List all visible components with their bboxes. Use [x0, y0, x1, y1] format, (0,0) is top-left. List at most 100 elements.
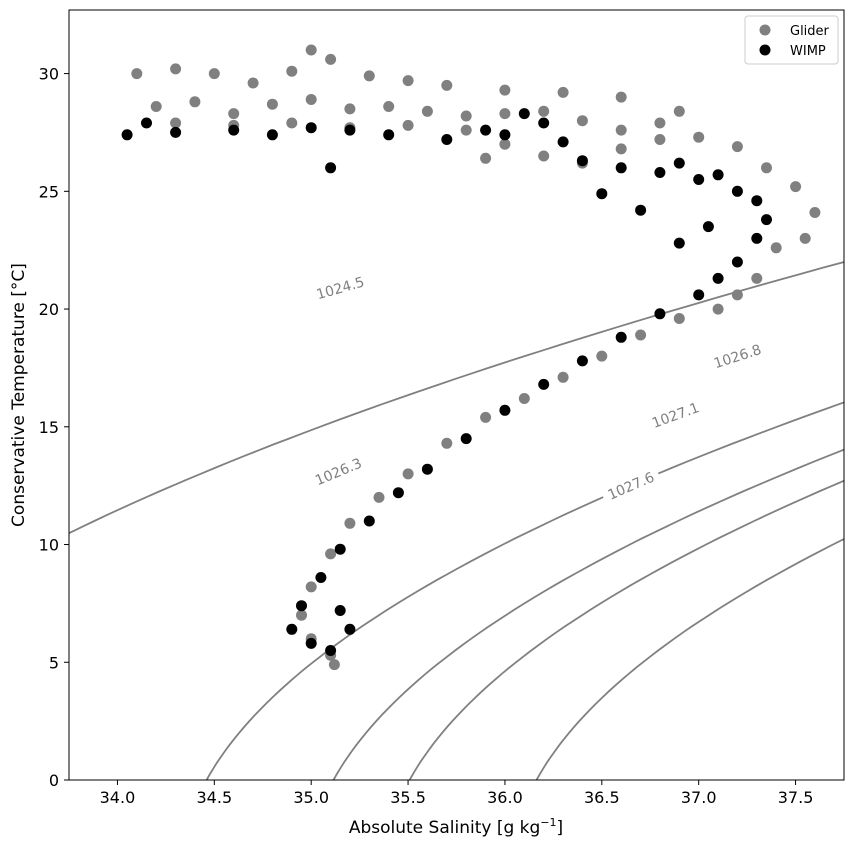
- scatter-point: [296, 609, 307, 621]
- scatter-point: [383, 101, 395, 112]
- scatter-point: [121, 129, 133, 141]
- scatter-point: [141, 117, 152, 129]
- scatter-point: [538, 105, 550, 117]
- y-tick-label: 15: [39, 418, 59, 437]
- scatter-point: [228, 124, 240, 136]
- scatter-point: [693, 131, 705, 143]
- scatter-point: [615, 91, 627, 103]
- scatter-point: [131, 68, 143, 80]
- contour-label-bg: [705, 337, 769, 373]
- scatter-point: [344, 103, 356, 115]
- scatter-point: [480, 124, 492, 136]
- scatter-points: [121, 44, 821, 671]
- scatter-point: [344, 623, 356, 635]
- scatter-point: [392, 487, 404, 499]
- isopycnal-line: [535, 537, 844, 780]
- scatter-point: [615, 162, 627, 174]
- scatter-point: [344, 517, 356, 529]
- scatter-point: [421, 105, 433, 117]
- scatter-point: [731, 141, 743, 153]
- y-tick-label: 30: [39, 65, 59, 84]
- scatter-point: [673, 157, 685, 169]
- scatter-point: [305, 122, 317, 134]
- scatter-point: [790, 181, 802, 193]
- x-tick-label: 36.5: [584, 788, 620, 807]
- y-tick-label: 0: [49, 771, 59, 790]
- scatter-point: [518, 108, 530, 120]
- scatter-point: [373, 491, 385, 503]
- scatter-point: [325, 162, 337, 174]
- scatter-point: [538, 378, 550, 390]
- y-tick-label: 5: [49, 653, 59, 672]
- legend-label-glider: Glider: [790, 24, 830, 39]
- legend-marker-glider: [759, 24, 771, 36]
- scatter-point: [170, 126, 182, 138]
- scatter-point: [809, 207, 821, 218]
- scatter-point: [328, 659, 340, 671]
- isopycnal-contours: [69, 261, 844, 780]
- scatter-point: [228, 108, 240, 120]
- series-wimp: [121, 108, 772, 656]
- scatter-point: [460, 433, 472, 445]
- scatter-point: [654, 134, 666, 145]
- scatter-point: [673, 105, 685, 117]
- scatter-point: [383, 129, 395, 141]
- scatter-point: [421, 463, 433, 475]
- scatter-point: [770, 242, 782, 254]
- scatter-point: [712, 303, 724, 315]
- scatter-point: [654, 167, 666, 178]
- scatter-point: [673, 237, 685, 249]
- scatter-point: [751, 272, 763, 284]
- scatter-point: [731, 256, 743, 268]
- scatter-point: [654, 117, 666, 129]
- scatter-point: [150, 101, 162, 112]
- scatter-point: [499, 108, 511, 120]
- isopycnal-line: [205, 401, 844, 780]
- y-tick-label: 25: [39, 182, 59, 201]
- scatter-point: [499, 138, 511, 150]
- x-tick-label: 35.0: [293, 788, 329, 807]
- y-tick-label: 20: [39, 300, 59, 319]
- x-tick-label: 34.0: [100, 788, 136, 807]
- scatter-point: [334, 543, 346, 555]
- x-tick-label: 37.0: [681, 788, 717, 807]
- scatter-point: [615, 331, 627, 343]
- scatter-point: [266, 129, 278, 141]
- series-glider: [131, 44, 821, 671]
- scatter-point: [693, 174, 705, 185]
- scatter-point: [576, 115, 588, 127]
- scatter-point: [673, 313, 685, 324]
- scatter-point: [363, 515, 375, 527]
- scatter-point: [325, 53, 337, 65]
- isopycnal-line: [69, 261, 844, 535]
- scatter-point: [635, 329, 647, 341]
- y-tick-label: 10: [39, 536, 59, 555]
- contour-label-bg: [599, 464, 662, 505]
- scatter-point: [576, 155, 588, 167]
- scatter-point: [731, 289, 743, 301]
- scatter-point: [247, 77, 259, 89]
- scatter-point: [334, 605, 346, 616]
- scatter-point: [325, 645, 337, 656]
- contour-label-group: 1027.6: [599, 464, 662, 505]
- scatter-point: [499, 129, 511, 141]
- scatter-point: [189, 96, 201, 108]
- scatter-point: [315, 572, 327, 583]
- scatter-point: [441, 437, 453, 449]
- scatter-point: [654, 308, 666, 320]
- scatter-point: [731, 185, 743, 197]
- scatter-point: [305, 581, 317, 593]
- contour-label-group: 1027.1: [643, 395, 707, 433]
- y-axis-ticks: 0 5 10 15 20 25 30: [39, 65, 69, 790]
- scatter-point: [363, 70, 375, 82]
- scatter-point: [576, 355, 588, 367]
- scatter-point: [712, 272, 724, 284]
- contour-label-group: 1026.8: [705, 337, 769, 373]
- isopycnal-line: [332, 448, 844, 780]
- scatter-point: [402, 468, 414, 480]
- scatter-point: [693, 289, 705, 301]
- legend-marker-wimp: [759, 44, 771, 56]
- scatter-point: [761, 162, 772, 174]
- scatter-point: [286, 623, 298, 635]
